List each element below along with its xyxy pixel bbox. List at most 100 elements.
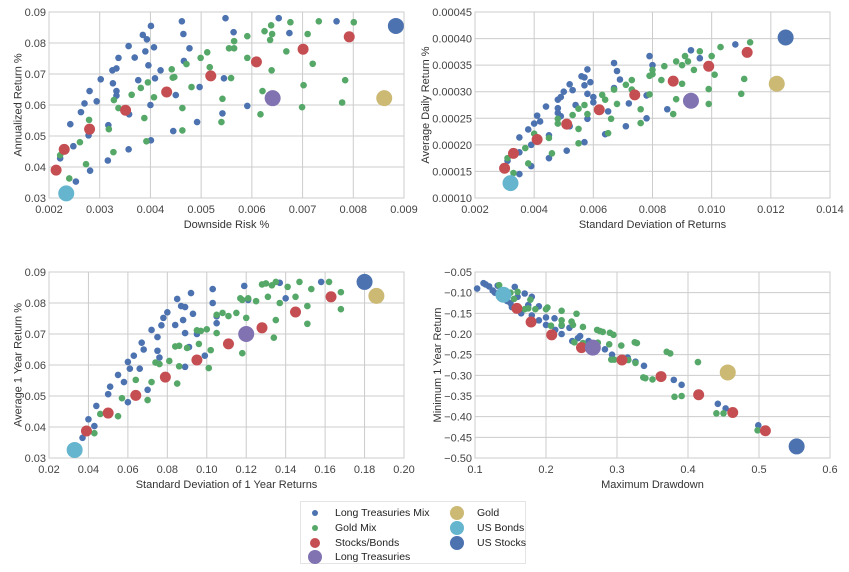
- x-tick-label: 0.006: [580, 204, 608, 216]
- data-point: [105, 125, 113, 133]
- data-point: [573, 310, 580, 318]
- data-point: [126, 365, 134, 373]
- data-point: [584, 110, 591, 118]
- data-point: [696, 48, 704, 55]
- data-point: [524, 305, 532, 312]
- data-point: [166, 357, 173, 365]
- data-point: [616, 354, 628, 366]
- data-point: [575, 125, 582, 133]
- x-tick-label: 0.08: [157, 464, 178, 476]
- data-point: [575, 105, 582, 113]
- data-point: [264, 90, 281, 107]
- legend-item: Stocks/Bonds: [307, 535, 399, 550]
- data-point: [222, 338, 234, 350]
- data-point: [131, 54, 139, 61]
- data-point: [646, 52, 653, 60]
- data-point: [527, 141, 535, 149]
- data-point: [551, 314, 558, 322]
- y-tick-label: 0.07: [25, 69, 46, 81]
- legend-item: Long Treasuries: [307, 549, 410, 564]
- data-point: [85, 415, 92, 423]
- data-point: [678, 61, 686, 69]
- data-point: [777, 29, 794, 46]
- x-tick-label: 0.14: [275, 464, 296, 476]
- legend-label: Gold Mix: [335, 521, 377, 534]
- data-point: [179, 104, 186, 112]
- data-point: [533, 112, 541, 119]
- data-point: [325, 291, 337, 303]
- series-gold: [768, 75, 785, 92]
- data-point: [144, 386, 151, 394]
- data-point: [337, 305, 345, 313]
- data-point: [187, 289, 195, 297]
- data-point: [495, 281, 503, 289]
- data-point: [530, 120, 538, 127]
- data-point: [191, 354, 203, 366]
- series-gold-mix: [56, 18, 358, 182]
- data-point: [558, 330, 565, 338]
- data-point: [118, 394, 126, 402]
- data-point: [161, 86, 173, 98]
- y-tick-label: 0.08: [25, 298, 46, 310]
- data-point: [571, 338, 578, 346]
- data-point: [136, 365, 144, 373]
- data-point: [584, 339, 601, 356]
- data-point: [338, 99, 346, 106]
- data-point: [542, 103, 550, 110]
- data-point: [106, 383, 114, 391]
- data-point: [79, 434, 86, 442]
- y-tick-label: 0.06: [25, 100, 46, 112]
- data-point: [649, 66, 656, 74]
- data-point: [511, 283, 519, 291]
- legend: Long Treasuries Mix Gold Mix Stocks/Bond…: [300, 501, 526, 564]
- data-point: [768, 75, 785, 92]
- data-point: [286, 29, 293, 37]
- y-tick-label: 0.00040: [432, 34, 472, 46]
- data-point: [113, 65, 120, 72]
- data-point: [666, 350, 674, 357]
- data-point: [230, 44, 238, 52]
- data-point: [219, 95, 226, 103]
- data-point: [238, 349, 246, 357]
- series-us-bonds: [66, 441, 83, 458]
- data-point: [536, 118, 544, 125]
- data-point: [195, 340, 203, 348]
- data-point: [703, 60, 715, 72]
- y-tick-label: −0.05: [444, 267, 472, 279]
- data-point: [188, 83, 195, 91]
- data-point: [754, 427, 761, 434]
- data-point: [333, 18, 340, 25]
- data-point: [145, 62, 152, 69]
- data-point: [110, 96, 118, 104]
- legend-label: US Stocks: [477, 536, 527, 549]
- data-point: [233, 309, 240, 317]
- data-point: [576, 332, 584, 340]
- legend-item: Gold: [449, 505, 499, 520]
- data-point: [213, 319, 220, 327]
- data-point: [613, 67, 621, 75]
- data-point: [109, 80, 117, 87]
- data-point: [547, 322, 555, 330]
- data-point: [637, 105, 644, 113]
- x-tick-label: 0.16: [314, 464, 335, 476]
- data-point: [250, 56, 262, 68]
- data-point: [93, 97, 100, 105]
- data-point: [667, 75, 679, 87]
- data-point: [304, 302, 311, 310]
- x-tick-label: 0.004: [520, 204, 548, 216]
- y-tick-label: 0.00020: [432, 140, 472, 152]
- data-point: [308, 285, 315, 293]
- data-point: [356, 273, 373, 290]
- data-point: [584, 90, 591, 98]
- data-point: [179, 316, 187, 324]
- data-point: [720, 410, 727, 417]
- data-point: [114, 412, 122, 420]
- data-point: [521, 144, 529, 152]
- data-point: [243, 102, 251, 110]
- data-point: [548, 150, 556, 157]
- data-point: [159, 371, 171, 383]
- data-point: [495, 286, 512, 303]
- subplot-2: 0.002 0.004 0.006 0.008 0.010 0.012 0.014 0.000…: [420, 7, 844, 231]
- data-point: [268, 66, 275, 74]
